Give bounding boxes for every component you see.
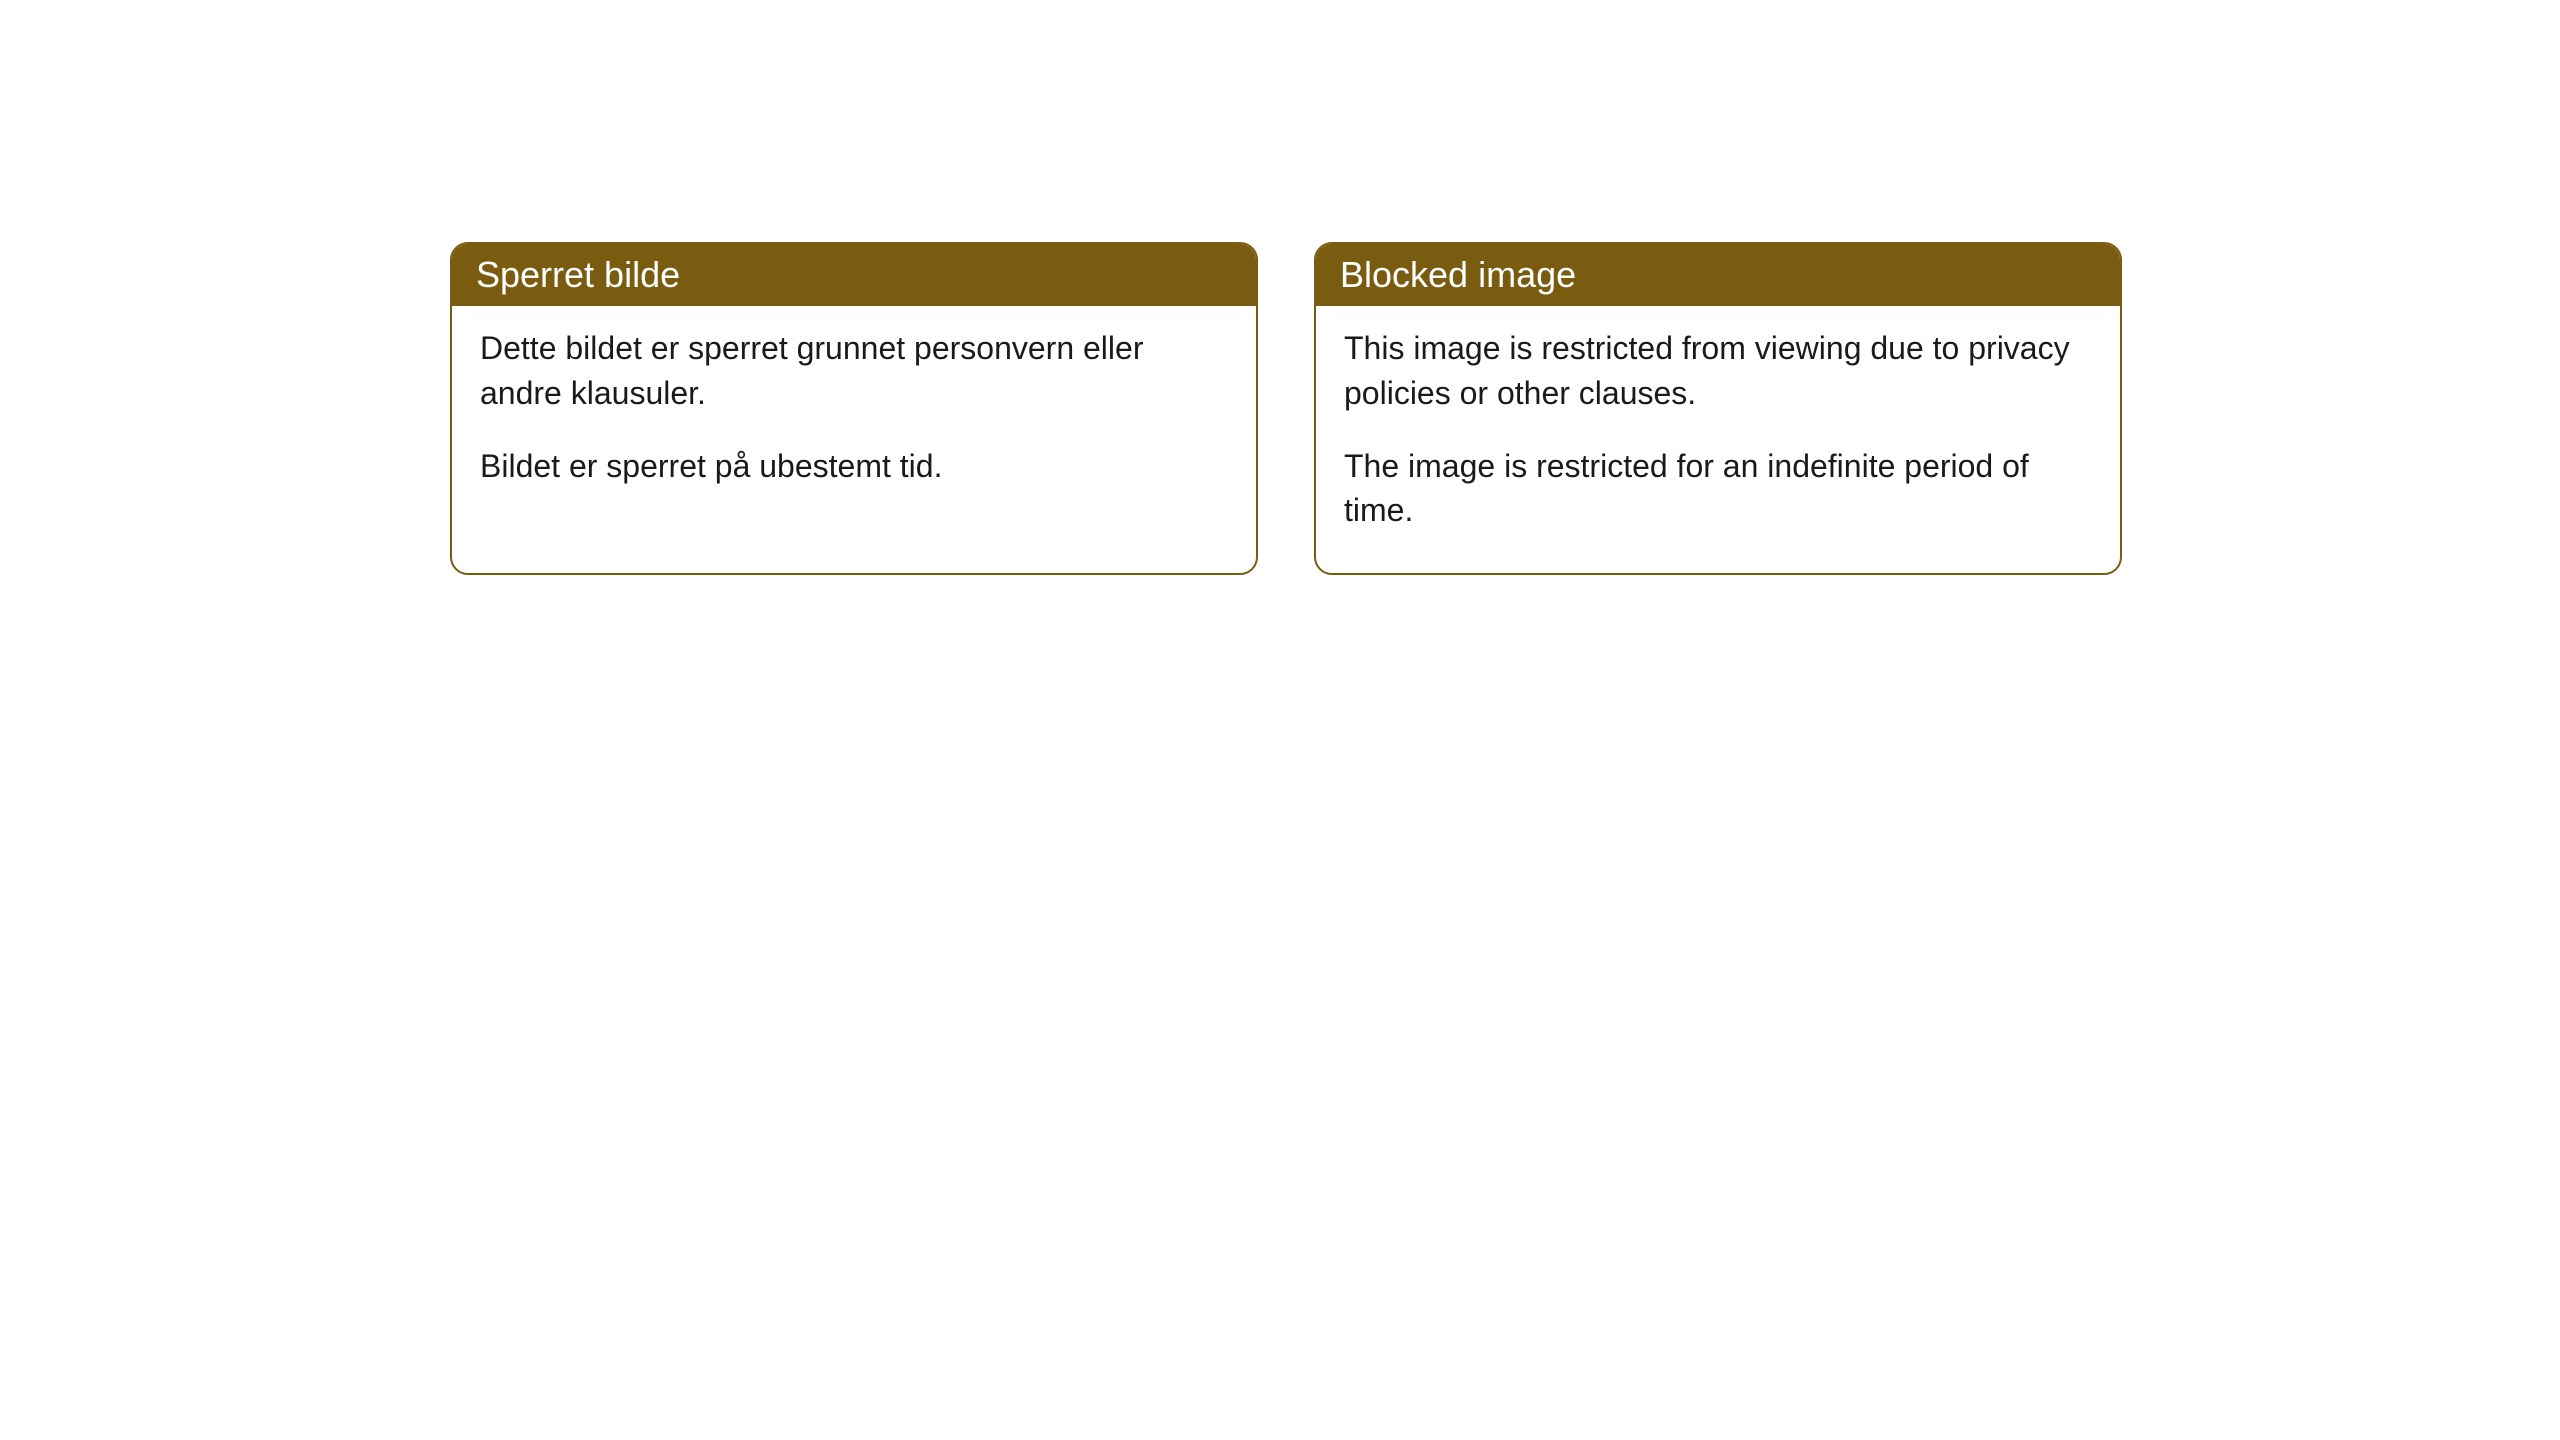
- card-paragraph-1-norwegian: Dette bildet er sperret grunnet personve…: [480, 326, 1228, 416]
- card-paragraph-1-english: This image is restricted from viewing du…: [1344, 326, 2092, 416]
- card-body-english: This image is restricted from viewing du…: [1316, 306, 2120, 573]
- card-title-norwegian: Sperret bilde: [476, 254, 680, 295]
- card-title-english: Blocked image: [1340, 254, 1576, 295]
- card-paragraph-2-norwegian: Bildet er sperret på ubestemt tid.: [480, 444, 1228, 489]
- card-header-norwegian: Sperret bilde: [452, 244, 1256, 306]
- card-paragraph-2-english: The image is restricted for an indefinit…: [1344, 444, 2092, 534]
- card-body-norwegian: Dette bildet er sperret grunnet personve…: [452, 306, 1256, 528]
- card-header-english: Blocked image: [1316, 244, 2120, 306]
- notice-card-norwegian: Sperret bilde Dette bildet er sperret gr…: [450, 242, 1258, 575]
- notice-card-english: Blocked image This image is restricted f…: [1314, 242, 2122, 575]
- notice-cards-container: Sperret bilde Dette bildet er sperret gr…: [450, 242, 2122, 575]
